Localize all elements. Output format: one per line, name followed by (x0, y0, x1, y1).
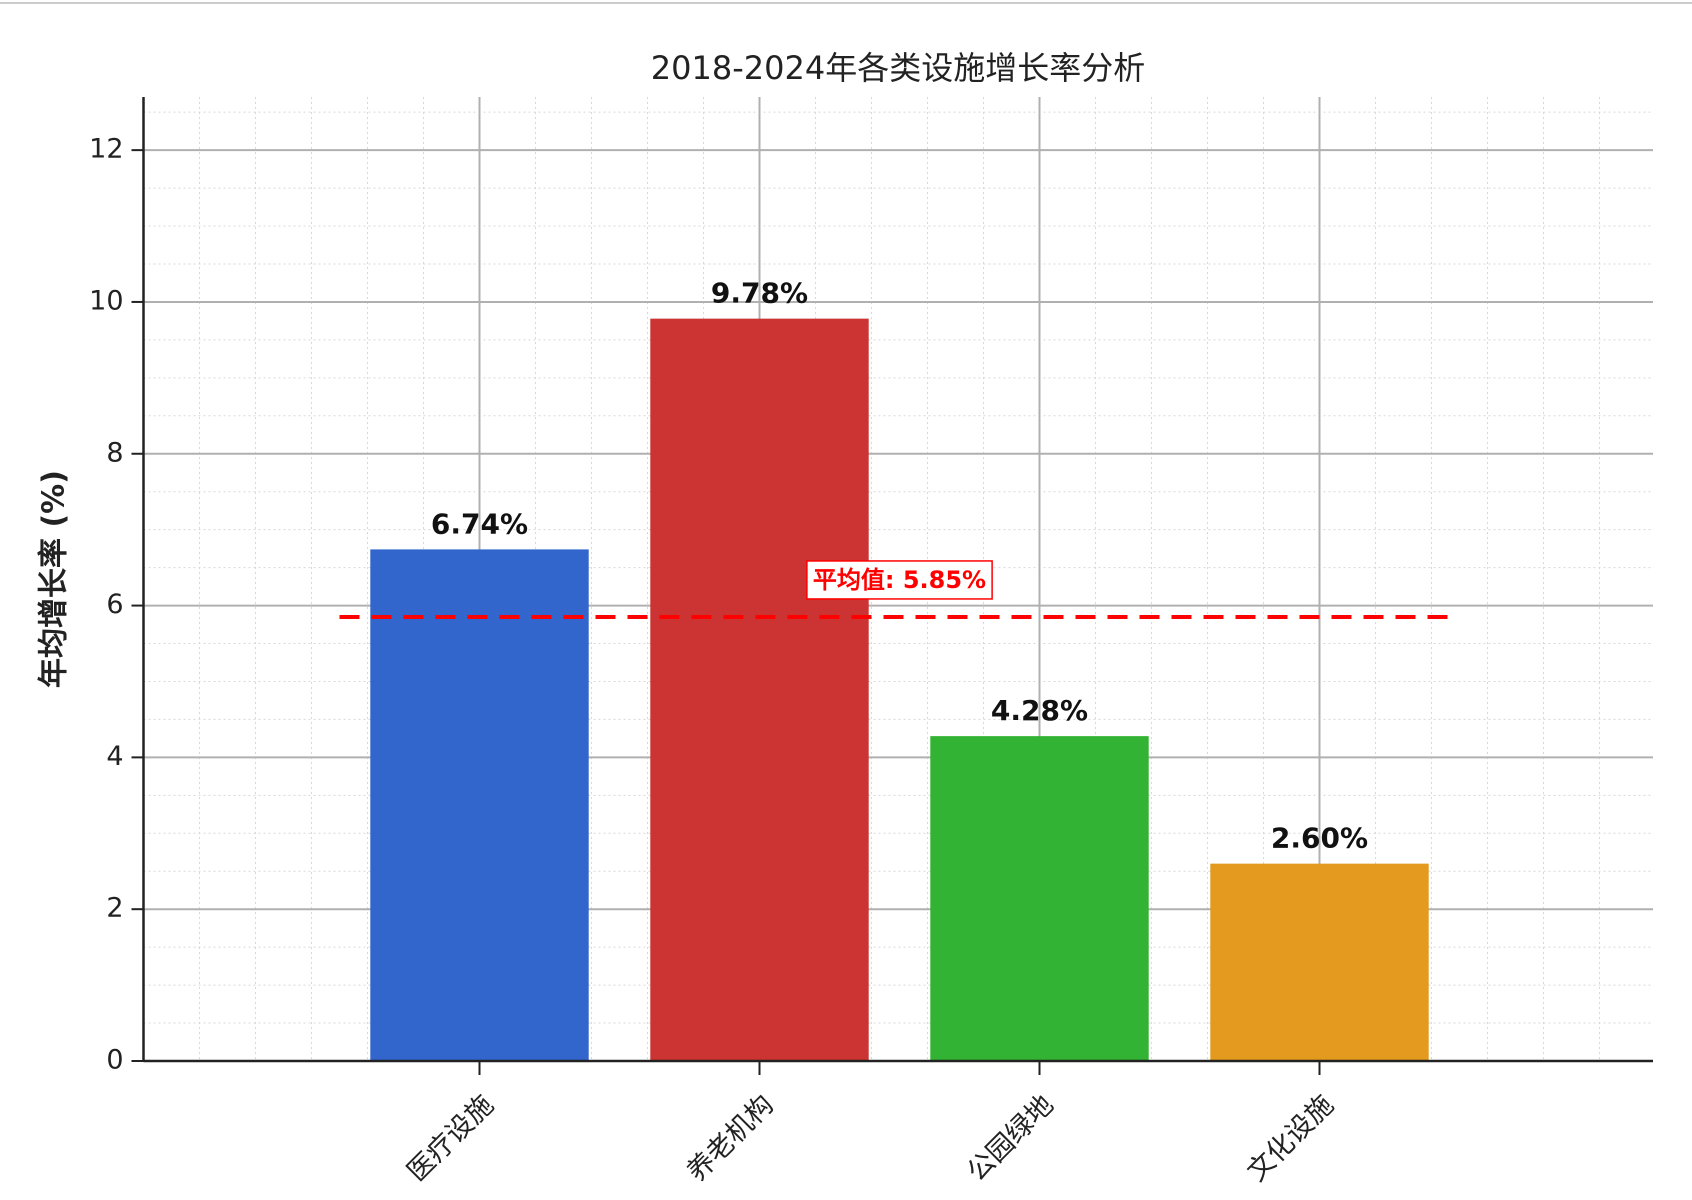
bar (370, 549, 589, 1061)
bar (650, 318, 869, 1061)
x-tick-label: 养老机构 (681, 1089, 779, 1187)
y-tick-label: 4 (106, 741, 123, 772)
average-label-box (806, 560, 993, 600)
bar (930, 736, 1149, 1061)
y-axis-label: 年均增长率 (%) (37, 470, 72, 688)
value-label: 2.60% (1271, 822, 1368, 855)
x-tick-label: 公园绿地 (961, 1089, 1059, 1187)
value-label: 6.74% (431, 507, 528, 540)
x-tick-label: 医疗设施 (401, 1089, 499, 1187)
value-label: 4.28% (991, 694, 1088, 727)
y-tick-label: 8 (106, 437, 123, 468)
y-tick-label: 10 (89, 285, 123, 316)
average-label: 平均值: 5.85% (813, 566, 986, 594)
y-tick-label: 12 (89, 134, 123, 165)
chart-title: 2018-2024年各类设施增长率分析 (651, 49, 1145, 87)
y-tick-label: 2 (106, 893, 123, 924)
y-tick-label: 6 (106, 589, 123, 620)
bar (1210, 863, 1429, 1061)
value-label: 9.78% (711, 277, 808, 310)
y-tick-label: 0 (106, 1045, 123, 1076)
x-tick-label: 文化设施 (1241, 1089, 1339, 1187)
